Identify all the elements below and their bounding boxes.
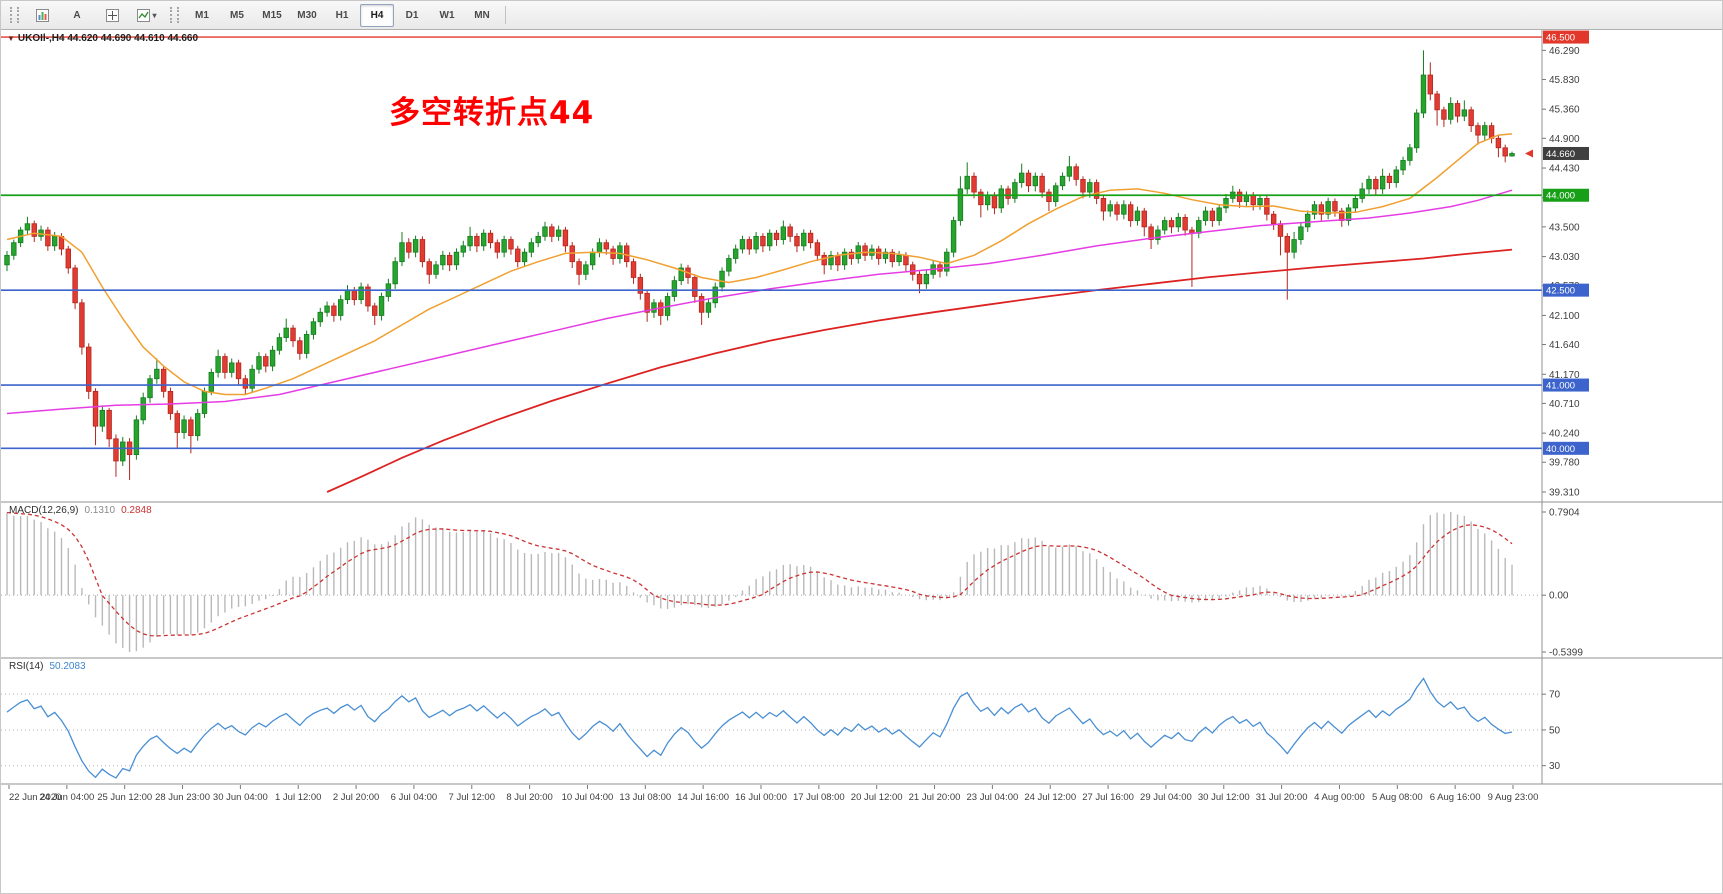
toolbar: A ▾ M1 M5 M15 M30 H1 H4 D1 W1 MN	[1, 1, 1722, 30]
price-badge-label: 46.500	[1546, 33, 1575, 44]
price-badge-46.500	[1543, 30, 1589, 44]
price-tick-label: 39.780	[1549, 458, 1580, 469]
ma-medium-line	[6, 189, 1513, 415]
crosshair-icon	[105, 8, 119, 22]
timeframe-w1-button[interactable]: W1	[439, 9, 455, 21]
letter-a-icon: A	[73, 9, 81, 21]
price-badge-44.660	[1543, 146, 1589, 160]
macd-histogram	[6, 512, 1513, 652]
text-cursor-button[interactable]: A	[60, 4, 94, 27]
price-badge-label: 44.000	[1546, 191, 1575, 202]
price-tick-label: 44.430	[1549, 164, 1580, 175]
last-price-arrow-icon	[1525, 149, 1533, 158]
macd-scale-label: -0.5399	[1549, 648, 1583, 659]
timeframe-d1-button[interactable]: D1	[405, 9, 419, 21]
crosshair-button[interactable]	[95, 4, 129, 27]
date-tick-label: 8 Jul 20:00	[506, 792, 552, 803]
price-tick-label: 40.240	[1549, 429, 1580, 440]
date-tick-label: 6 Jul 04:00	[391, 792, 437, 803]
price-tick-label: 41.170	[1549, 370, 1580, 381]
timeframe-h4-button[interactable]: H4	[360, 3, 394, 27]
price-badge-label: 42.500	[1546, 286, 1575, 297]
date-tick-label: 22 Jun 2020	[9, 792, 61, 803]
date-tick-label: 4 Aug 00:00	[1314, 792, 1365, 803]
price-badge-40.000	[1543, 441, 1589, 455]
price-badge-44.000	[1543, 188, 1589, 202]
date-tick-label: 10 Jul 04:00	[562, 792, 614, 803]
timeframe-m5-button[interactable]: M5	[230, 9, 244, 21]
date-tick-label: 29 Jul 04:00	[1140, 792, 1192, 803]
date-tick-label: 24 Jun 04:00	[39, 792, 94, 803]
timeframe-m30-button[interactable]: M30	[297, 9, 317, 21]
date-tick-label: 21 Jul 20:00	[909, 792, 961, 803]
macd-signal-line	[6, 511, 1513, 637]
rsi-scale-label: 30	[1549, 761, 1561, 772]
date-tick-label: 30 Jun 04:00	[213, 792, 268, 803]
date-tick-label: 1 Jul 12:00	[275, 792, 321, 803]
rsi-panel[interactable]: 70 50 30	[1, 677, 1561, 779]
timeframe-h1-button[interactable]: H1	[335, 9, 349, 21]
price-badge-42.500	[1543, 283, 1589, 297]
toolbar-grip[interactable]	[10, 7, 19, 23]
price-tick-label: 42.100	[1549, 311, 1580, 322]
timeframe-mn-button[interactable]: MN	[474, 9, 490, 21]
date-tick-label: 2 Jul 20:00	[333, 792, 379, 803]
price-tick-label: 44.900	[1549, 134, 1580, 145]
price-tick-label: 45.830	[1549, 75, 1580, 86]
candles-layer	[4, 50, 1515, 480]
chart-canvas[interactable]: 46.29045.83045.36044.90044.43043.96043.5…	[1, 30, 1723, 894]
price-badge-label: 40.000	[1546, 444, 1575, 455]
chart-background	[1, 30, 1722, 893]
date-tick-label: 5 Aug 08:00	[1372, 792, 1423, 803]
timeframe-m15-button[interactable]: M15	[262, 9, 282, 21]
bar-chart-icon	[35, 8, 49, 22]
date-tick-label: 25 Jun 12:00	[97, 792, 152, 803]
toolbar-grip[interactable]	[170, 7, 179, 23]
chart-area: 46.29045.83045.36044.90044.43043.96043.5…	[1, 30, 1723, 894]
chart-window-button[interactable]	[25, 4, 59, 27]
date-tick-label: 28 Jun 23:00	[155, 792, 210, 803]
price-tick-label: 39.310	[1549, 487, 1580, 498]
date-tick-label: 30 Jul 12:00	[1198, 792, 1250, 803]
price-tick-label: 40.710	[1549, 399, 1580, 410]
date-tick-label: 14 Jul 16:00	[677, 792, 729, 803]
toolbar-separator	[505, 6, 506, 24]
rsi-line	[6, 677, 1513, 779]
price-tick-label: 46.290	[1549, 46, 1580, 57]
date-tick-label: 23 Jul 04:00	[967, 792, 1019, 803]
macd-panel[interactable]: 0.7904 0.00 -0.5399	[1, 508, 1583, 659]
price-tick-label: 43.500	[1549, 222, 1580, 233]
indicators-button[interactable]: ▾	[130, 4, 164, 27]
macd-scale-label: 0.00	[1549, 591, 1569, 602]
rsi-scale-label: 70	[1549, 690, 1561, 701]
price-tick-label: 45.360	[1549, 105, 1580, 116]
ma-slow-line	[326, 248, 1513, 493]
price-tick-label: 41.640	[1549, 340, 1580, 351]
timeframe-m1-button[interactable]: M1	[195, 9, 209, 21]
date-tick-label: 31 Jul 20:00	[1256, 792, 1308, 803]
date-tick-label: 7 Jul 12:00	[449, 792, 495, 803]
chevron-down-icon: ▾	[152, 10, 157, 20]
date-tick-label: 16 Jul 00:00	[735, 792, 787, 803]
indicators-icon	[137, 8, 151, 22]
date-tick-label: 17 Jul 08:00	[793, 792, 845, 803]
date-tick-label: 13 Jul 08:00	[619, 792, 671, 803]
price-axis[interactable]: 46.29045.83045.36044.90044.43043.96043.5…	[1542, 30, 1589, 499]
price-badge-label: 41.000	[1546, 381, 1575, 392]
date-tick-label: 24 Jul 12:00	[1024, 792, 1076, 803]
macd-scale-label: 0.7904	[1549, 508, 1580, 519]
ma-fast-line	[6, 133, 1513, 396]
rsi-scale-label: 50	[1549, 725, 1561, 736]
date-tick-label: 27 Jul 16:00	[1082, 792, 1134, 803]
date-tick-label: 9 Aug 23:00	[1488, 792, 1539, 803]
price-badge-41.000	[1543, 378, 1589, 392]
date-tick-label: 6 Aug 16:00	[1430, 792, 1481, 803]
price-badge-label: 44.660	[1546, 149, 1575, 160]
price-tick-label: 43.030	[1549, 252, 1580, 263]
price-panel[interactable]	[1, 36, 1542, 493]
date-tick-label: 20 Jul 12:00	[851, 792, 903, 803]
